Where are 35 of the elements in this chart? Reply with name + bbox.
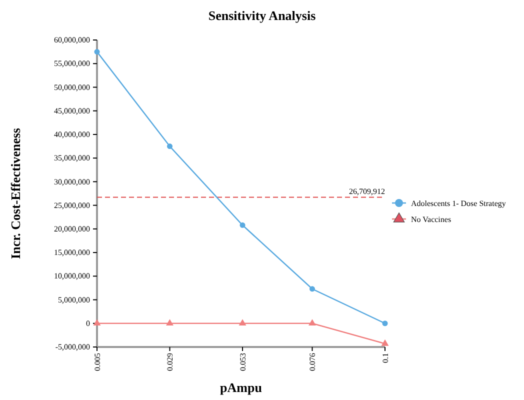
point xyxy=(381,339,389,346)
point xyxy=(309,286,316,292)
y-tick-label: 50,000,000 xyxy=(54,82,90,92)
chart-title: Sensitivity Analysis xyxy=(208,8,316,23)
point xyxy=(166,319,174,326)
ref-line-label: 26,709,912 xyxy=(349,187,385,196)
y-tick-label: 40,000,000 xyxy=(54,130,90,140)
y-tick-label: -5,000,000 xyxy=(55,342,90,352)
y-tick-label: 45,000,000 xyxy=(54,106,90,116)
point xyxy=(240,222,246,228)
x-axis-title: pAmpu xyxy=(220,380,262,395)
point xyxy=(308,319,316,326)
x-tick-label: 0.005 xyxy=(92,353,102,371)
y-tick-label: 30,000,000 xyxy=(54,177,90,186)
y-tick-label: 15,000,000 xyxy=(54,248,90,258)
y-axis-title: Incr. Cost-Effectiveness xyxy=(8,128,23,259)
y-tick-label: 0 xyxy=(86,318,90,328)
y-tick-label: 60,000,000 xyxy=(54,36,90,45)
point xyxy=(238,319,246,326)
point xyxy=(166,144,173,150)
point xyxy=(93,319,101,326)
point xyxy=(382,320,388,326)
point xyxy=(94,49,100,55)
x-tick-label: 0.1 xyxy=(380,353,390,363)
y-tick-label: 20,000,000 xyxy=(54,224,90,234)
y-tick-label: 5,000,000 xyxy=(58,295,90,304)
y-tick-label: 25,000,000 xyxy=(54,200,90,210)
y-tick-label: 10,000,000 xyxy=(54,272,90,281)
legend-label: Adolescents 1- Dose Strategy xyxy=(411,199,506,208)
x-tick-label: 0.029 xyxy=(166,353,175,371)
x-tick-label: 0.076 xyxy=(308,353,318,371)
y-tick-label: 35,000,000 xyxy=(54,154,90,163)
legend-label: No Vaccines xyxy=(411,215,452,224)
y-tick-label: 55,000,000 xyxy=(54,59,90,68)
x-tick-label: 0.053 xyxy=(238,353,248,371)
